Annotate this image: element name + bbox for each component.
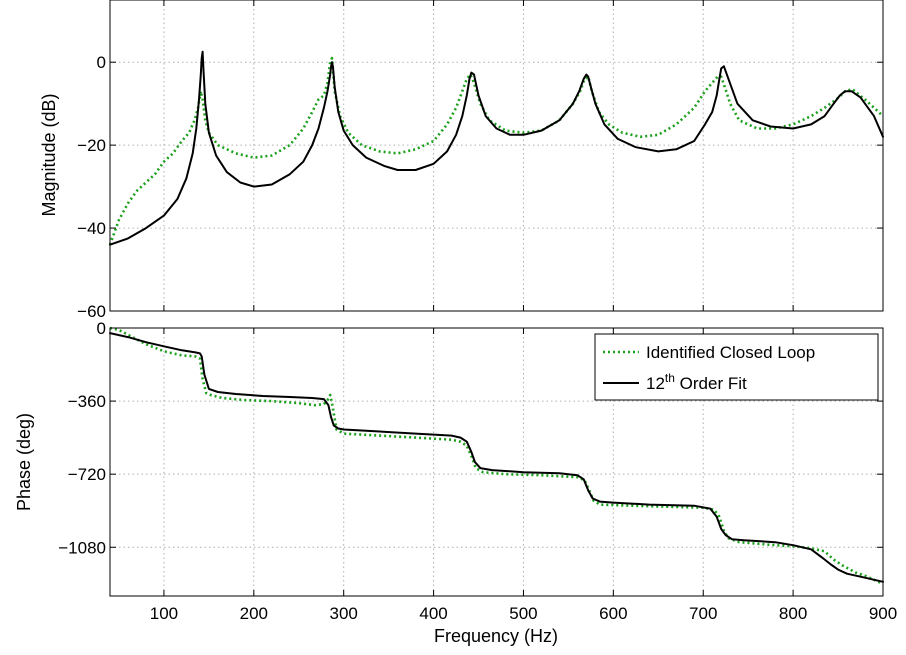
- phase-ticks: 100 200 300 400 500 600 700 800 900 0 −360 −720 −108…: [58, 319, 897, 623]
- magnitude-plot-area: [110, 0, 883, 311]
- magnitude-series-order-fit-line: [109, 50, 884, 246]
- phase-frame: [109, 327, 884, 597]
- legend-label-identified: Identified Closed Loop: [646, 343, 815, 362]
- xtick-label: 500: [509, 604, 537, 623]
- magnitude-frame: [109, 0, 884, 312]
- xtick-label: 300: [330, 604, 358, 623]
- magnitude-ytick-label: 0: [97, 53, 106, 72]
- magnitude-series: [108, 50, 884, 246]
- magnitude-ytick-label: −40: [77, 219, 106, 238]
- magnitude-ytick-label: −20: [77, 136, 106, 155]
- phase-series-order-fit-line: [109, 332, 884, 583]
- phase-ylabel: Phase (deg): [14, 413, 34, 511]
- xtick-label: 600: [599, 604, 627, 623]
- phase-grid: [110, 328, 883, 596]
- legend-fit-rest: Order Fit: [675, 374, 747, 393]
- xtick-label: 800: [779, 604, 807, 623]
- xtick-label: 200: [240, 604, 268, 623]
- xtick-label: 400: [419, 604, 447, 623]
- xtick-label: 900: [869, 604, 897, 623]
- magnitude-ylabel: Magnitude (dB): [39, 93, 59, 216]
- magnitude-grid: [110, 0, 883, 311]
- magnitude-ytick-label: −60: [77, 302, 106, 321]
- legend-fit-superscript: th: [665, 371, 675, 385]
- legend-label-fit: 12th Order Fit: [646, 371, 747, 393]
- phase-ytick-label: −720: [68, 465, 106, 484]
- phase-series: [109, 326, 884, 585]
- phase-ytick-label: 0: [97, 319, 106, 338]
- magnitude-ticks: 0 −20 −40 −60: [77, 0, 884, 321]
- magnitude-panel: 0 −20 −40 −60 Magnitude (dB): [39, 0, 884, 321]
- legend-box: [594, 333, 879, 401]
- phase-ytick-label: −1080: [58, 538, 106, 557]
- phase-xlabel: Frequency (Hz): [434, 626, 558, 646]
- xtick-label: 100: [150, 604, 178, 623]
- phase-ytick-label: −360: [68, 392, 106, 411]
- phase-panel: 100 200 300 400 500 600 700 800 900 0 −360 −720 −108…: [14, 319, 897, 646]
- legend: Identified Closed Loop 12th Order Fit: [594, 333, 879, 401]
- magnitude-series-identified-closed-loop-line: [108, 56, 884, 246]
- xtick-label: 700: [689, 604, 717, 623]
- legend-fit-number: 12: [646, 374, 665, 393]
